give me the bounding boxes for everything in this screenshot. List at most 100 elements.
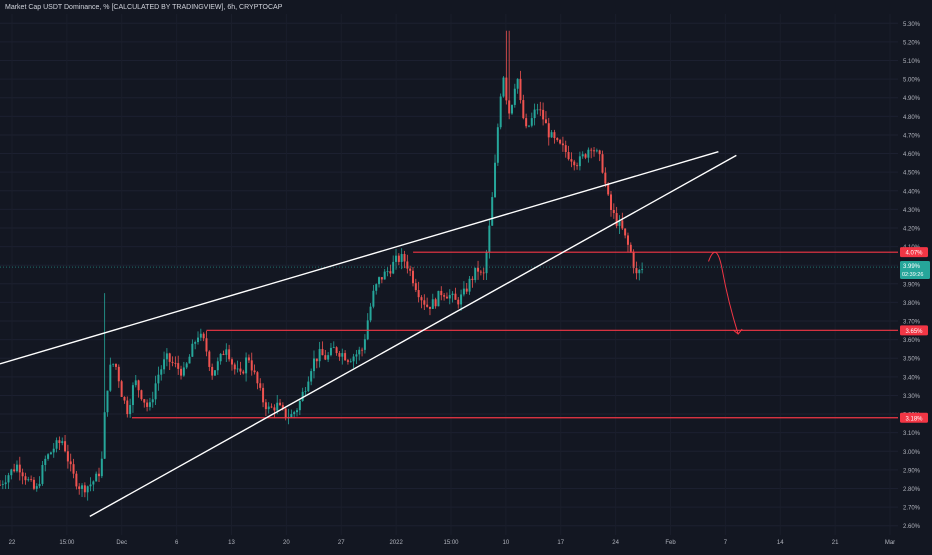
candle-body <box>352 356 355 362</box>
candle-body <box>443 295 446 297</box>
candle-body <box>267 406 270 410</box>
candle-body <box>590 149 593 151</box>
candle-body <box>618 220 621 226</box>
candle-body <box>66 451 69 462</box>
candle-body <box>140 390 143 400</box>
candle-body <box>55 440 58 449</box>
candle-body <box>607 183 610 195</box>
candle-body <box>395 255 398 262</box>
candle-body <box>601 154 604 173</box>
level-label: 3.65% <box>905 329 923 335</box>
candle-body <box>81 485 84 489</box>
candle-body <box>188 356 191 364</box>
candle-body <box>301 391 304 401</box>
candle-body <box>474 267 477 281</box>
candle-body <box>527 125 530 127</box>
candle-body <box>117 366 120 382</box>
candle-body <box>587 149 590 158</box>
x-tick-label: 21 <box>832 540 839 546</box>
candle-body <box>225 349 228 355</box>
candle-body <box>163 359 166 370</box>
candle-body <box>180 368 183 376</box>
trendline-upper <box>0 151 719 365</box>
candle-body <box>245 357 248 374</box>
candle-body <box>182 367 185 376</box>
candle-body <box>44 458 47 465</box>
candle-body <box>329 347 332 356</box>
candle-body <box>78 486 81 489</box>
candle-body <box>604 172 607 184</box>
candle-body <box>386 271 389 273</box>
candle-body <box>624 228 627 236</box>
candle-body <box>114 363 117 367</box>
candle-body <box>479 271 482 273</box>
candle-body <box>496 127 499 163</box>
candle-body <box>146 402 149 407</box>
candle-body <box>194 342 197 344</box>
candle-body <box>389 271 392 274</box>
candle-body <box>13 469 16 472</box>
candle-body <box>426 304 429 307</box>
candle-body <box>239 368 242 372</box>
candle-body <box>513 88 516 105</box>
candle-body <box>547 123 550 138</box>
candle-body <box>160 369 163 375</box>
countdown-label: 02:39:26 <box>902 272 923 278</box>
candle-body <box>219 353 222 362</box>
candle-body <box>428 306 431 309</box>
candle-body <box>75 473 78 487</box>
candle-body <box>95 473 98 482</box>
candle-body <box>327 355 330 360</box>
y-tick-label: 3.60% <box>903 338 921 344</box>
candle-body <box>638 269 641 274</box>
candle-body <box>171 361 174 363</box>
grid <box>0 14 898 535</box>
candle-body <box>250 360 253 371</box>
candle-body <box>256 372 259 384</box>
y-tick-label: 2.80% <box>903 487 921 493</box>
y-tick-label: 2.70% <box>903 506 921 512</box>
level-label: 4.07% <box>905 251 923 257</box>
candle-body <box>598 150 601 155</box>
x-tick-label: 17 <box>557 540 564 546</box>
candle-body <box>296 410 299 413</box>
candle-body <box>191 343 194 357</box>
projection <box>708 251 743 335</box>
candle-body <box>202 333 205 339</box>
candle-body <box>230 359 233 365</box>
candle-body <box>559 139 562 144</box>
candle-body <box>61 441 64 444</box>
level-label: 3.18% <box>905 416 923 422</box>
candle-body <box>383 271 386 280</box>
candle-body <box>338 353 341 357</box>
candle-body <box>100 458 103 477</box>
chart-title: Market Cap USDT Dominance, % [CALCULATED… <box>5 4 283 11</box>
y-tick-label: 4.40% <box>903 189 921 195</box>
candle-body <box>27 479 30 481</box>
candle-body <box>431 299 434 309</box>
candle-body <box>1 484 4 485</box>
candle-body <box>499 96 502 128</box>
candle-body <box>355 354 358 357</box>
level-badge <box>900 247 928 258</box>
candle-body <box>52 448 55 453</box>
candle-body <box>259 383 262 388</box>
candle-body <box>58 440 61 444</box>
candle-body <box>211 366 214 376</box>
x-tick-label: 2022 <box>389 540 403 546</box>
candle-body <box>120 381 123 397</box>
candle-body <box>561 143 564 146</box>
candle-body <box>83 485 86 493</box>
candle-body <box>35 486 38 489</box>
candle-body <box>312 358 315 372</box>
candle-body <box>332 347 335 349</box>
candle-body <box>335 347 338 354</box>
candle-body <box>482 272 485 274</box>
x-tick-label: 27 <box>338 540 345 546</box>
candle-body <box>629 244 632 252</box>
candle-body <box>406 261 409 269</box>
candle-body <box>197 337 200 343</box>
x-tick-label: Dec <box>116 540 127 546</box>
